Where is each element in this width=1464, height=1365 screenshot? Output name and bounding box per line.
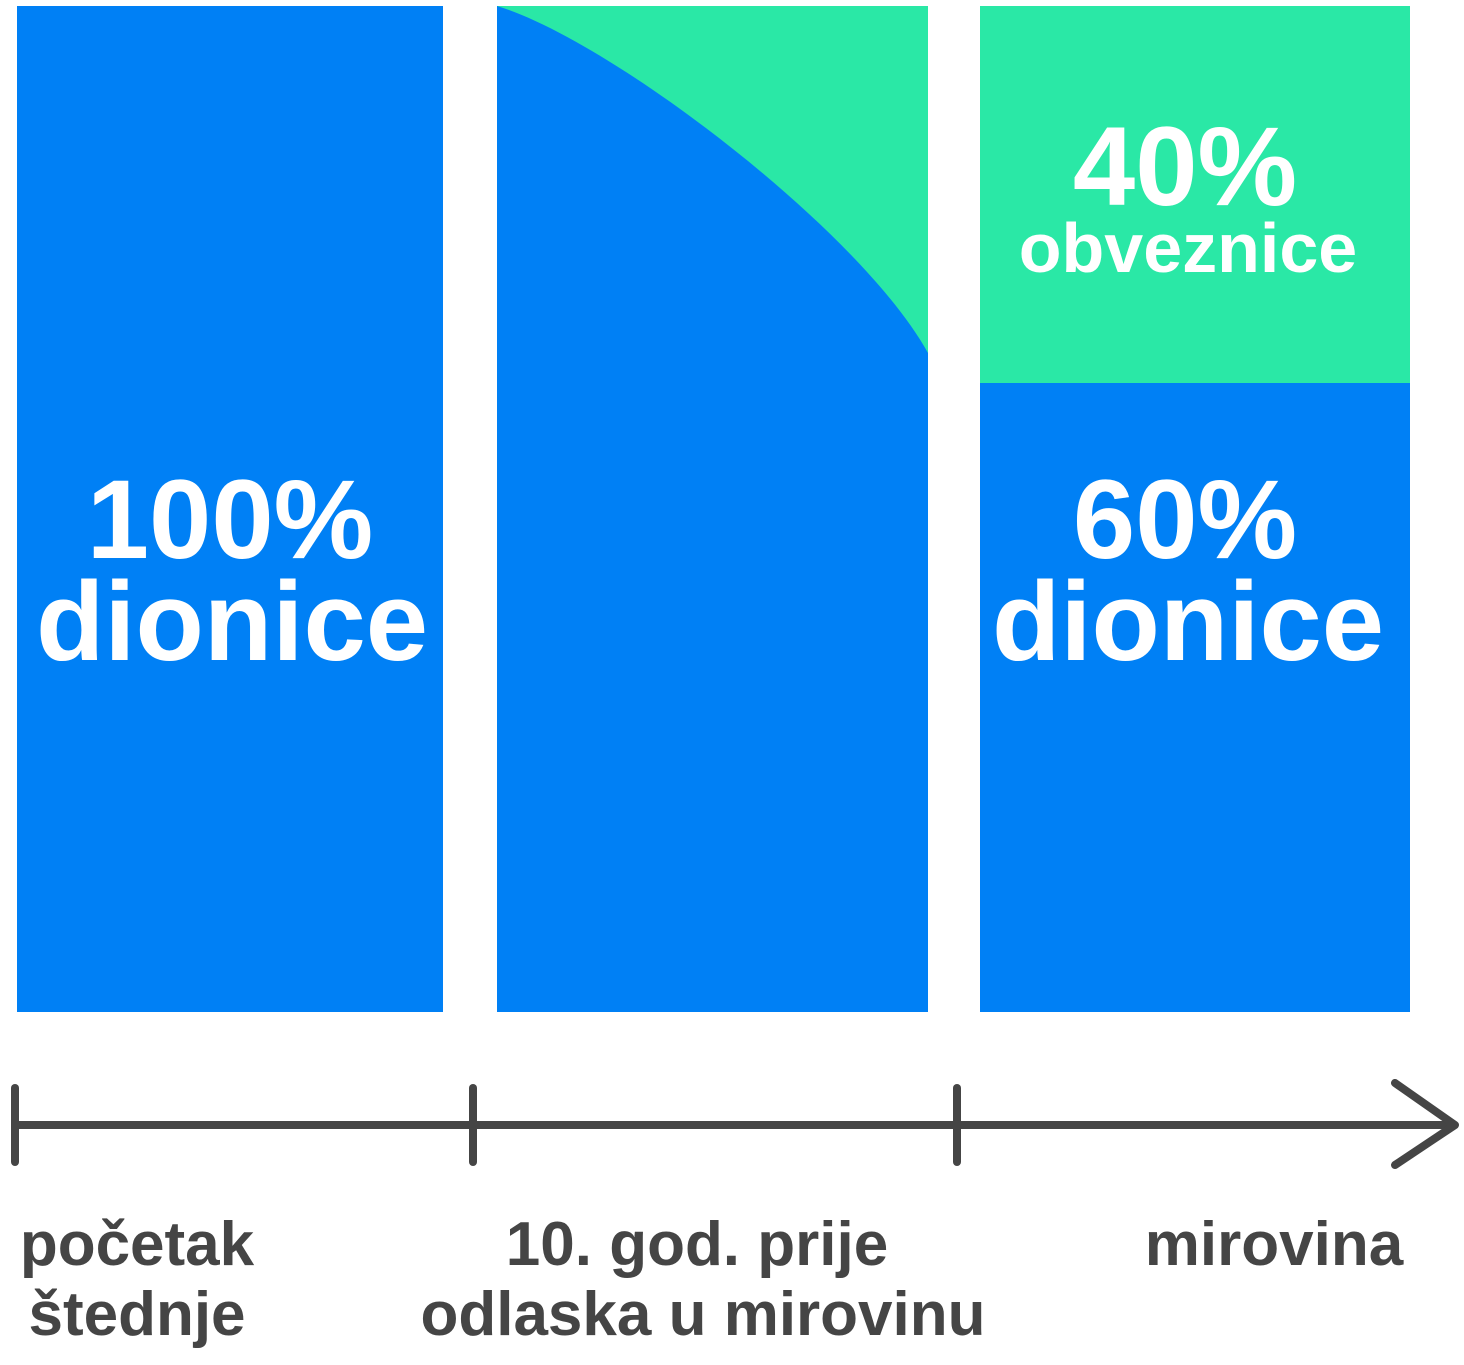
- asset-label: obveznice: [1019, 209, 1357, 287]
- panel-stocks: [17, 6, 443, 1012]
- timeline-label: štednje: [28, 1280, 245, 1349]
- percent: 40%: [1073, 104, 1297, 229]
- timeline-label: odlaska u mirovinu: [420, 1280, 985, 1349]
- asset-label: dionice: [992, 559, 1384, 684]
- timeline-arrow: [1391, 1079, 1459, 1169]
- percent: 100%: [87, 457, 373, 582]
- asset-label: dionice: [36, 559, 428, 684]
- timeline-label: početak: [20, 1210, 255, 1279]
- timeline-label: 10. god. prije: [506, 1210, 888, 1279]
- percent: 60%: [1073, 457, 1297, 582]
- bond-curve: [497, 6, 928, 353]
- panel-stocks-retire: [980, 383, 1410, 1012]
- panel-bonds: [980, 6, 1410, 383]
- timeline-label: mirovina: [1145, 1210, 1404, 1279]
- timeline: [11, 1079, 1459, 1169]
